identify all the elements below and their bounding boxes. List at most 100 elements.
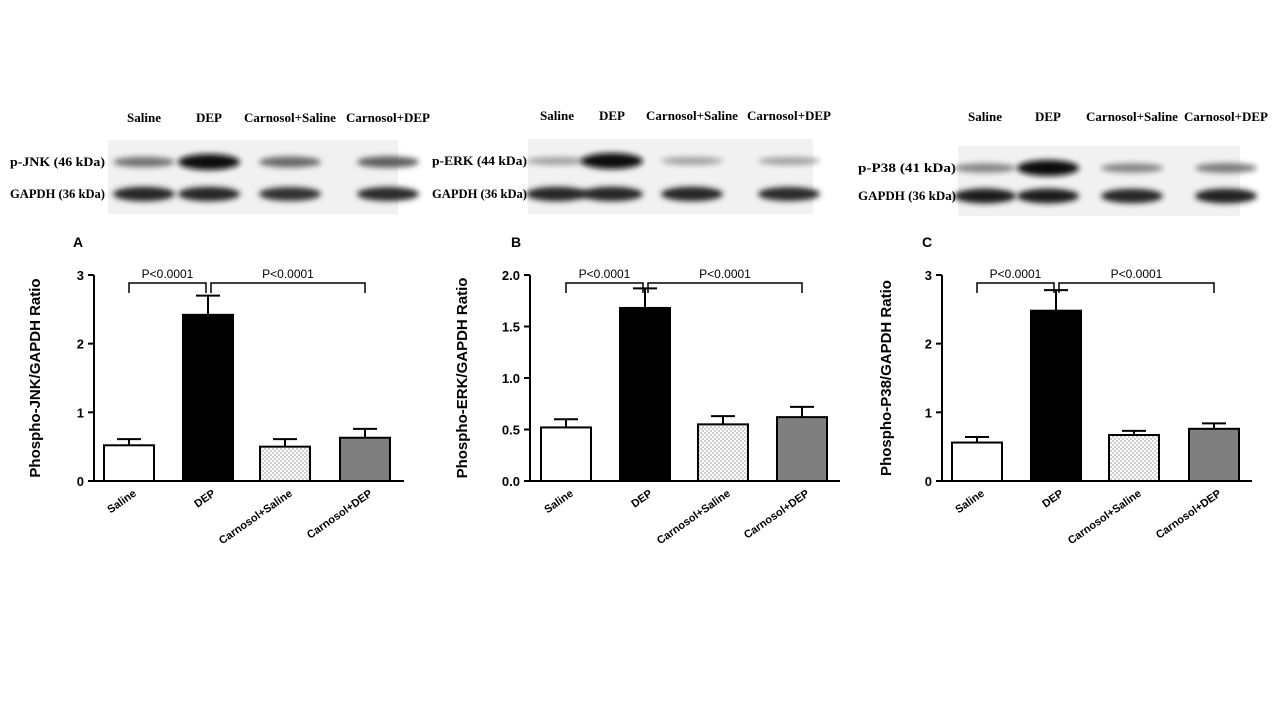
y-axis-label: Phospho-P38/GAPDH Ratio — [878, 280, 895, 476]
blot-membrane — [958, 146, 1240, 216]
blot-lane-label: Carnosol+Saline — [1086, 109, 1178, 124]
panel-letter: C — [922, 234, 932, 250]
blot-panel-3: Saline DEP Carnosol+Saline Carnosol+DEP p-P3… — [858, 109, 1268, 216]
y-tick-label: 2 — [77, 337, 84, 352]
blot-band — [1101, 188, 1163, 204]
y-tick-label: 3 — [77, 268, 84, 283]
panel-letter: A — [73, 234, 83, 250]
blot-lane-label: Carnosol+Saline — [244, 110, 336, 125]
bar-carnosol-dep — [776, 416, 828, 483]
blot-panel-2: Saline DEP Carnosol+Saline Carnosol+DEP p-ER… — [432, 108, 831, 214]
significance-bracket — [210, 282, 366, 293]
p-value-label: P<0.0001 — [579, 267, 631, 281]
blot-band — [1017, 188, 1079, 204]
y-tick-label: 1 — [77, 405, 84, 420]
y-tick-label: 2 — [925, 337, 932, 352]
x-category-label: Saline — [105, 488, 138, 516]
blot-band — [526, 157, 588, 165]
x-category-label: Saline — [542, 488, 575, 516]
blot-band — [113, 156, 175, 168]
panel-letter: B — [511, 234, 521, 250]
y-tick-label: 1 — [925, 405, 932, 420]
bar-dep — [1030, 309, 1082, 482]
bar-carnosol-dep — [1188, 427, 1240, 482]
blot-band — [259, 156, 321, 168]
blot-membrane — [528, 139, 813, 214]
blot-lane-label: Carnosol+DEP — [1184, 109, 1268, 124]
bar-dep — [182, 313, 234, 482]
blot-lane-label: DEP — [1035, 109, 1061, 124]
blot-lane-label: Carnosol+DEP — [747, 108, 831, 123]
x-category-label: DEP — [629, 488, 654, 511]
y-tick-label: 0.0 — [502, 474, 520, 489]
significance-bracket — [976, 282, 1055, 293]
x-category-label: DEP — [1040, 488, 1065, 511]
y-tick-label: 2.0 — [502, 268, 520, 283]
x-category-label: DEP — [192, 488, 217, 511]
blot-band — [526, 186, 588, 202]
bar-carnosol-saline — [259, 445, 311, 482]
y-tick-label: 3 — [925, 268, 932, 283]
blot-row-label: GAPDH (36 kDa) — [858, 188, 956, 203]
blot-band — [1101, 163, 1163, 173]
bar-carnosol-saline — [697, 423, 749, 483]
blot-band — [357, 186, 419, 202]
significance-bracket — [1058, 282, 1215, 293]
bar-saline — [951, 441, 1003, 482]
y-tick-label: 0.5 — [502, 423, 520, 438]
y-axis-label: Phospho-ERK/GAPDH Ratio — [454, 278, 471, 479]
y-axis-label: Phospho-JNK/GAPDH Ratio — [27, 278, 44, 477]
chart-panel-B: B Phospho-ERK/GAPDH Ratio 0.0 0.5 1.0 1.5 2.0 S… — [454, 234, 840, 547]
bar-saline — [540, 426, 592, 483]
x-category-label: Carnosol+Saline — [217, 488, 295, 547]
x-category-label: Carnosol+Saline — [1066, 488, 1144, 547]
blot-band — [954, 163, 1016, 173]
blot-panel-1: Saline DEP Carnosol+Saline Carnosol+DEP p-JN… — [10, 110, 430, 214]
blot-lane-label: Carnosol+DEP — [346, 110, 430, 125]
blot-membrane — [108, 140, 398, 214]
significance-bracket — [565, 282, 644, 293]
x-category-label: Carnosol+Saline — [655, 488, 733, 547]
blot-lane-label: DEP — [599, 108, 625, 123]
blot-row-label: GAPDH (36 kDa) — [10, 186, 105, 201]
x-category-label: Carnosol+DEP — [305, 488, 375, 542]
bar-saline — [103, 444, 155, 482]
x-category-label: Saline — [953, 488, 986, 516]
blot-row-label: GAPDH (36 kDa) — [432, 186, 527, 201]
y-tick-label: 1.5 — [502, 320, 520, 335]
bar-carnosol-dep — [339, 436, 391, 482]
blot-band — [1195, 163, 1257, 173]
blot-band — [1017, 160, 1079, 176]
blot-band — [954, 188, 1016, 204]
blot-band — [758, 157, 820, 165]
y-tick-label: 0 — [77, 474, 84, 489]
blot-row-label: p-ERK (44 kDa) — [432, 153, 527, 168]
blot-band — [113, 186, 175, 202]
western-blots: Saline DEP Carnosol+Saline Carnosol+DEP p-JN… — [10, 108, 1268, 216]
significance-bracket — [128, 282, 207, 293]
significance-bracket — [647, 282, 803, 293]
blot-band — [581, 186, 643, 202]
blot-band — [661, 157, 723, 165]
blot-band — [758, 186, 820, 202]
p-value-label: P<0.0001 — [699, 267, 751, 281]
blot-row-label: p-P38 (41 kDa) — [858, 160, 956, 175]
blot-lane-label: DEP — [196, 110, 222, 125]
p-value-label: P<0.0001 — [1111, 267, 1163, 281]
blot-lane-label: Saline — [540, 108, 574, 123]
x-category-label: Carnosol+DEP — [1154, 488, 1224, 542]
blot-band — [581, 153, 643, 169]
p-value-label: P<0.0001 — [142, 267, 194, 281]
blot-lane-label: Saline — [968, 109, 1002, 124]
bar-carnosol-saline — [1108, 433, 1160, 483]
blot-lane-label: Carnosol+Saline — [646, 108, 738, 123]
blot-band — [357, 156, 419, 168]
p-value-label: P<0.0001 — [990, 267, 1042, 281]
blot-lane-label: Saline — [127, 110, 161, 125]
x-category-label: Carnosol+DEP — [742, 488, 812, 542]
blot-band — [1195, 188, 1257, 204]
